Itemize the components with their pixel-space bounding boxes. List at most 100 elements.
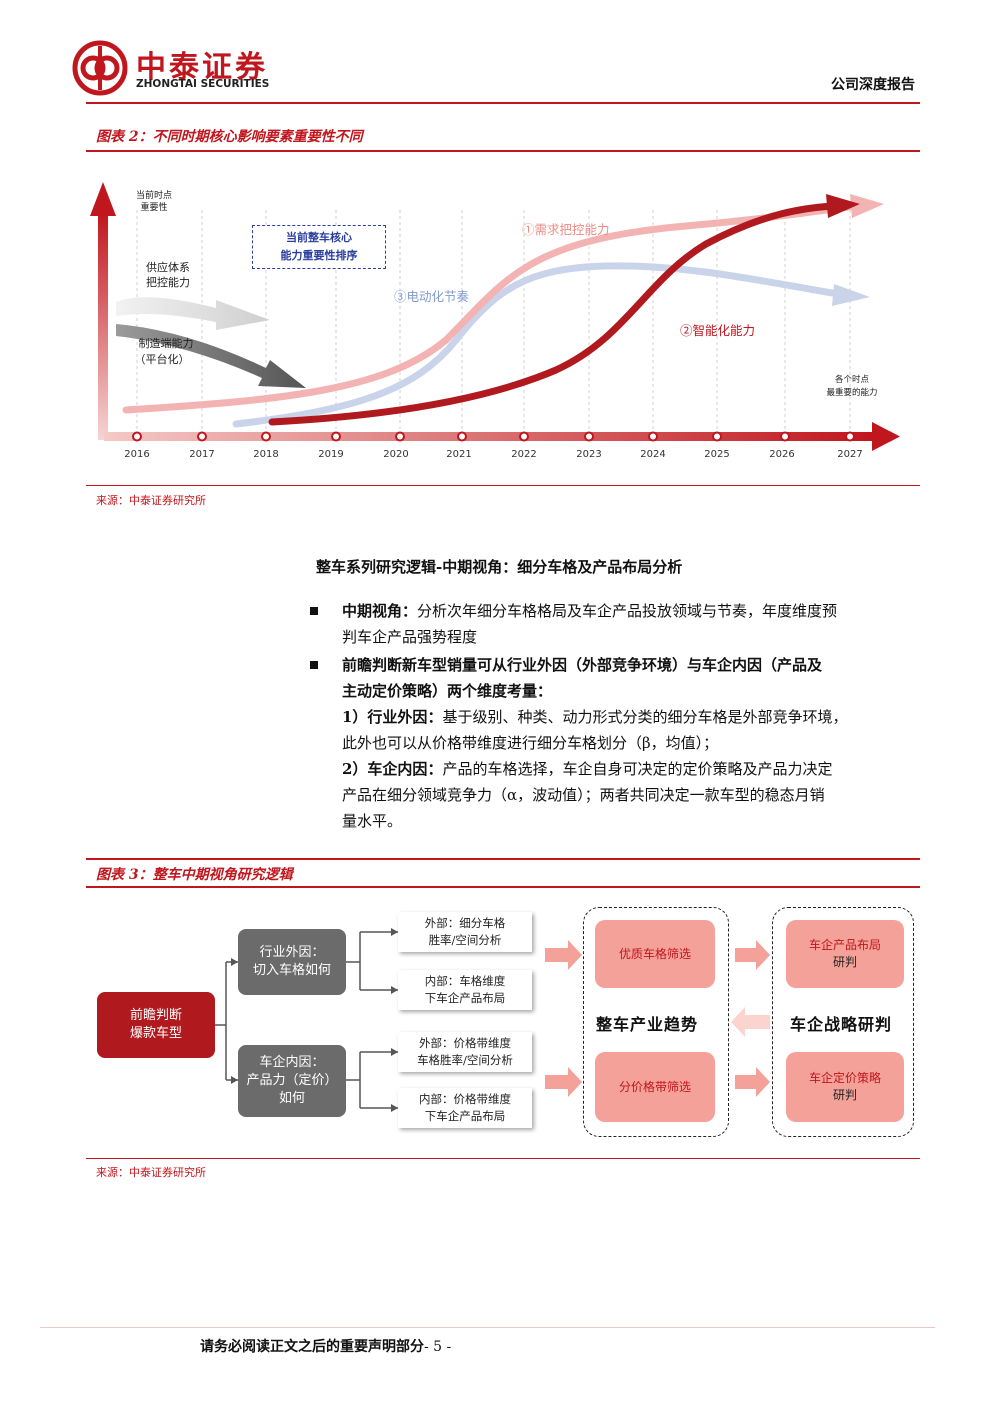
year-markers: [132, 431, 855, 442]
curve-electrification-arrowhead: [832, 284, 870, 306]
header-rule: [86, 102, 920, 104]
flow-arrow-icon: [545, 940, 582, 970]
int2-line1: 内部：价格带维度: [419, 1092, 511, 1106]
mfg-label-line1: 制造端能力: [139, 336, 194, 350]
year-label: 2018: [253, 449, 278, 460]
figure3-title: 图表 3：整车中期视角研究逻辑: [96, 867, 293, 883]
year-label: 2023: [576, 449, 601, 460]
industry-line2: 切入车格如何: [252, 963, 331, 978]
logo-mark-icon: [72, 40, 128, 96]
callout-line2: 能力重要性排序: [280, 249, 358, 262]
ext2-line1: 外部：价格带维度: [419, 1036, 511, 1050]
ext2-box: 外部：价格带维度 车格胜率/空间分析: [398, 1032, 532, 1072]
root-line2: 爆款车型: [129, 1026, 182, 1041]
ext1-line1: 外部：细分车格: [424, 916, 506, 930]
bullet2-line2: 主动定价策略）两个维度考量：: [342, 682, 553, 700]
bullet2: 前瞻判断新车型销量可从行业外因（外部竞争环境）与车企内因（产品及 主动定价策略）…: [342, 652, 932, 834]
industry-trend-group: [583, 907, 729, 1137]
flow-arrow-icon: [735, 940, 770, 970]
figure3-bottom-rule: [86, 1158, 920, 1159]
importance-callout: 当前整车核心 能力重要性排序: [252, 225, 386, 269]
footer-text: 请务必阅读正文之后的重要声明部分- 5 -: [200, 1336, 451, 1356]
item1-bold: 1）行业外因：: [342, 708, 443, 726]
strategy-label: 车企战略研判: [790, 1015, 893, 1034]
figure2-top-rule: [86, 150, 920, 152]
int2-line2: 下车企产品布局: [424, 1109, 506, 1123]
x-axis-arrow: [104, 422, 900, 451]
report-type: 公司深度报告: [831, 77, 915, 93]
curve1-label: ①需求把控能力: [522, 222, 610, 237]
item1-line1: 基于级别、种类、动力形式分类的细分车格是外部竞争环境，: [442, 708, 848, 726]
industry-line1: 行业外因：: [259, 945, 325, 960]
bullet-marker: [310, 661, 318, 669]
right-note-line2: 最重要的能力: [826, 387, 877, 398]
manufacturing-arrow: [116, 324, 306, 388]
year-label: 2017: [189, 449, 214, 460]
logo-en-text: ZHONGTAI SECURITIES: [136, 78, 270, 90]
footer-rule: [40, 1327, 935, 1328]
item2-line1: 产品的车格选择，车企自身可决定的定价策略及产品力决定: [442, 760, 833, 778]
item2-bold: 2）车企内因：: [342, 760, 443, 778]
bullet1-line2: 判车企产品强势程度: [342, 628, 478, 646]
filter1-box: 优质车格筛选: [595, 920, 715, 988]
ext1-box: 外部：细分车格 胜率/空间分析: [398, 912, 532, 952]
strat1-line1: 车企产品布局: [808, 938, 881, 952]
curve-demand-control-arrowhead: [850, 194, 884, 218]
year-label: 2026: [769, 449, 794, 460]
company-line2: 产品力（定价）: [246, 1073, 338, 1088]
supply-label-line2: 把控能力: [146, 275, 190, 289]
company-strategy-group: [772, 907, 914, 1137]
int1-box: 内部：车格维度 下车企产品布局: [398, 970, 532, 1010]
strat2-line1: 车企定价策略: [808, 1071, 881, 1085]
company-line3: 如何: [278, 1091, 305, 1106]
int2-box: 内部：价格带维度 下车企产品布局: [398, 1088, 532, 1128]
curve-intelligence-arrowhead: [826, 194, 860, 218]
figure3-source: 来源：中泰证券研究所: [96, 1166, 206, 1179]
year-label: 2025: [704, 449, 729, 460]
bullet1-line1: 分析次年细分车格格局及车企产品投放领域与节奏，年度维度预: [417, 602, 838, 620]
industry-factor-box: 行业外因： 切入车格如何: [238, 929, 346, 995]
int1-line2: 下车企产品布局: [424, 991, 506, 1005]
flow-arrows: [545, 940, 770, 1097]
item1-line2: 此外也可以从价格带维度进行细分车格划分（β，均值）；: [342, 734, 719, 752]
ext2-line2: 车格胜率/空间分析: [417, 1053, 513, 1067]
year-label: 2024: [640, 449, 665, 460]
y-axis-arrow: [90, 182, 116, 440]
int1-line1: 内部：车格维度: [424, 974, 506, 988]
strat1-box: 车企产品布局 研判: [786, 920, 904, 988]
mfg-label-line2: （平台化）: [135, 352, 190, 366]
figure3-title-rule: [86, 886, 920, 888]
company-logo: 中泰证券 ZHONGTAI SECURITIES: [72, 40, 302, 96]
bullet2-line1: 前瞻判断新车型销量可从行业外因（外部竞争环境）与车企内因（产品及: [342, 656, 823, 674]
right-note-line1: 各个时点: [835, 374, 870, 385]
bullet-marker: [310, 607, 318, 615]
root-line1: 前瞻判断: [129, 1008, 182, 1023]
item2-line2: 产品在细分领域竞争力（α，波动值）；两者共同决定一款车型的稳态月销: [342, 786, 825, 804]
logo-cn-text: 中泰证券: [136, 50, 268, 85]
year-label: 2019: [318, 449, 343, 460]
year-label: 2016: [124, 449, 149, 460]
figure3-top-rule: [86, 858, 920, 860]
bullet1-bold: 中期视角：: [342, 602, 418, 620]
strat1-line2: 研判: [832, 955, 857, 969]
filter2-box: 分价格带筛选: [595, 1052, 715, 1122]
y-axis-label-line2: 重要性: [140, 201, 167, 213]
figure2-chart: 2016 2017 2018 2019 2020 2021 2022 2023 …: [90, 182, 900, 460]
trend-label: 整车产业趋势: [596, 1015, 699, 1034]
year-label: 2021: [446, 449, 471, 460]
bullet1: 中期视角：分析次年细分车格格局及车企产品投放领域与节奏，年度维度预 判车企产品强…: [342, 598, 932, 650]
item2-line3: 量水平。: [342, 812, 403, 830]
year-label: 2027: [837, 449, 862, 460]
supply-label-line1: 供应体系: [146, 260, 190, 274]
company-factor-box: 车企内因： 产品力（定价） 如何: [238, 1045, 346, 1117]
y-axis-label-line1: 当前时点: [136, 189, 172, 201]
callout-line1: 当前整车核心: [286, 231, 352, 244]
ext1-line2: 胜率/空间分析: [428, 933, 502, 947]
curve2-label: ②智能化能力: [680, 323, 755, 338]
flow-arrow-icon: [735, 1067, 770, 1097]
year-label: 2020: [383, 449, 408, 460]
section-heading: 整车系列研究逻辑-中期视角：细分车格及产品布局分析: [316, 558, 683, 576]
curve3-label: ③电动化节奏: [394, 289, 470, 304]
page-number: - 5 -: [424, 1339, 452, 1355]
